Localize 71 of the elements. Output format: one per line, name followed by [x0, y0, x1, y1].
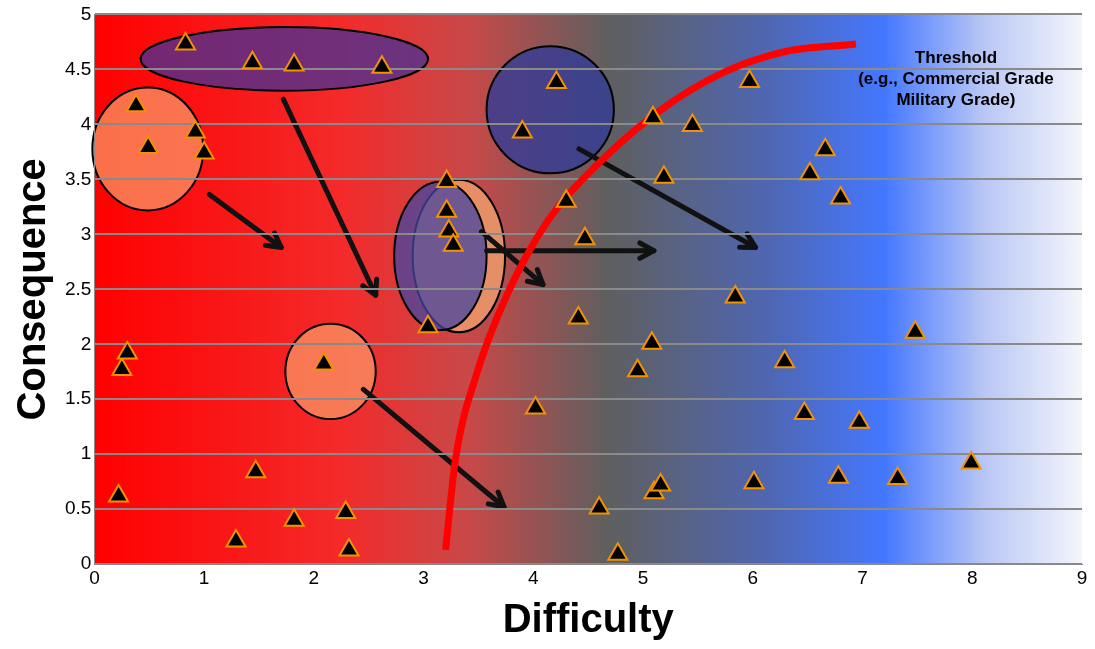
x-tick-label: 6	[747, 566, 759, 588]
point	[827, 465, 849, 484]
x-tick-label: 7	[857, 566, 868, 588]
y-tick-label: 2	[80, 332, 92, 354]
point	[436, 199, 458, 218]
point	[525, 396, 547, 415]
point	[111, 357, 133, 377]
point	[225, 529, 247, 548]
point	[641, 331, 663, 350]
x-axis-title: Difficulty	[502, 596, 675, 641]
point	[848, 410, 870, 429]
y-tick-label: 2.5	[64, 277, 92, 299]
y-tick-label: 4	[80, 112, 92, 134]
y-tick-label: 1.5	[64, 387, 92, 409]
point	[417, 314, 439, 334]
point	[283, 508, 305, 527]
point	[650, 473, 672, 492]
point	[438, 219, 460, 238]
y-tick-label: 5	[80, 2, 92, 24]
point	[904, 320, 926, 339]
point	[799, 161, 821, 181]
point	[567, 305, 589, 325]
y-tick-label: 0.5	[64, 497, 92, 519]
point	[627, 358, 649, 378]
point	[338, 537, 360, 557]
point	[241, 50, 263, 70]
point	[125, 93, 147, 113]
point	[436, 169, 458, 189]
x-tick-label: 8	[966, 566, 978, 588]
point	[335, 500, 357, 520]
point	[653, 165, 675, 184]
x-tick-label: 4	[528, 566, 540, 588]
y-axis-title: Consequence	[9, 158, 54, 421]
x-tick-label: 2	[308, 566, 320, 588]
point	[442, 233, 464, 252]
point	[887, 466, 909, 485]
point	[738, 69, 761, 88]
point	[642, 105, 664, 125]
x-tick-label: 5	[637, 566, 649, 588]
point	[607, 542, 629, 561]
point	[588, 496, 610, 515]
y-tick-label: 4.5	[64, 57, 92, 79]
point	[743, 470, 765, 490]
point	[193, 140, 215, 160]
point	[681, 113, 703, 132]
point	[313, 352, 335, 371]
point	[574, 226, 596, 246]
point	[283, 52, 305, 72]
point	[830, 186, 852, 205]
point	[184, 120, 206, 139]
point	[555, 189, 577, 208]
point	[724, 285, 746, 304]
point	[174, 32, 197, 51]
point	[960, 451, 982, 470]
point	[137, 135, 159, 154]
point	[371, 55, 393, 74]
y-tick-label: 3.5	[64, 167, 92, 189]
x-tick-label: 9	[1076, 566, 1088, 588]
point	[774, 349, 796, 369]
point	[108, 484, 130, 503]
y-tick-label: 3	[80, 222, 92, 244]
point	[116, 341, 138, 360]
point	[511, 120, 533, 139]
x-tick-label: 3	[418, 566, 429, 588]
point	[814, 137, 836, 157]
series-label: Threshold (e.g., Commercial Grade Military Grade)	[858, 47, 1054, 109]
point	[793, 401, 815, 421]
point	[545, 70, 567, 90]
point	[245, 459, 267, 479]
x-tick-label: 1	[198, 566, 210, 588]
y-tick-label: 1	[80, 442, 92, 464]
